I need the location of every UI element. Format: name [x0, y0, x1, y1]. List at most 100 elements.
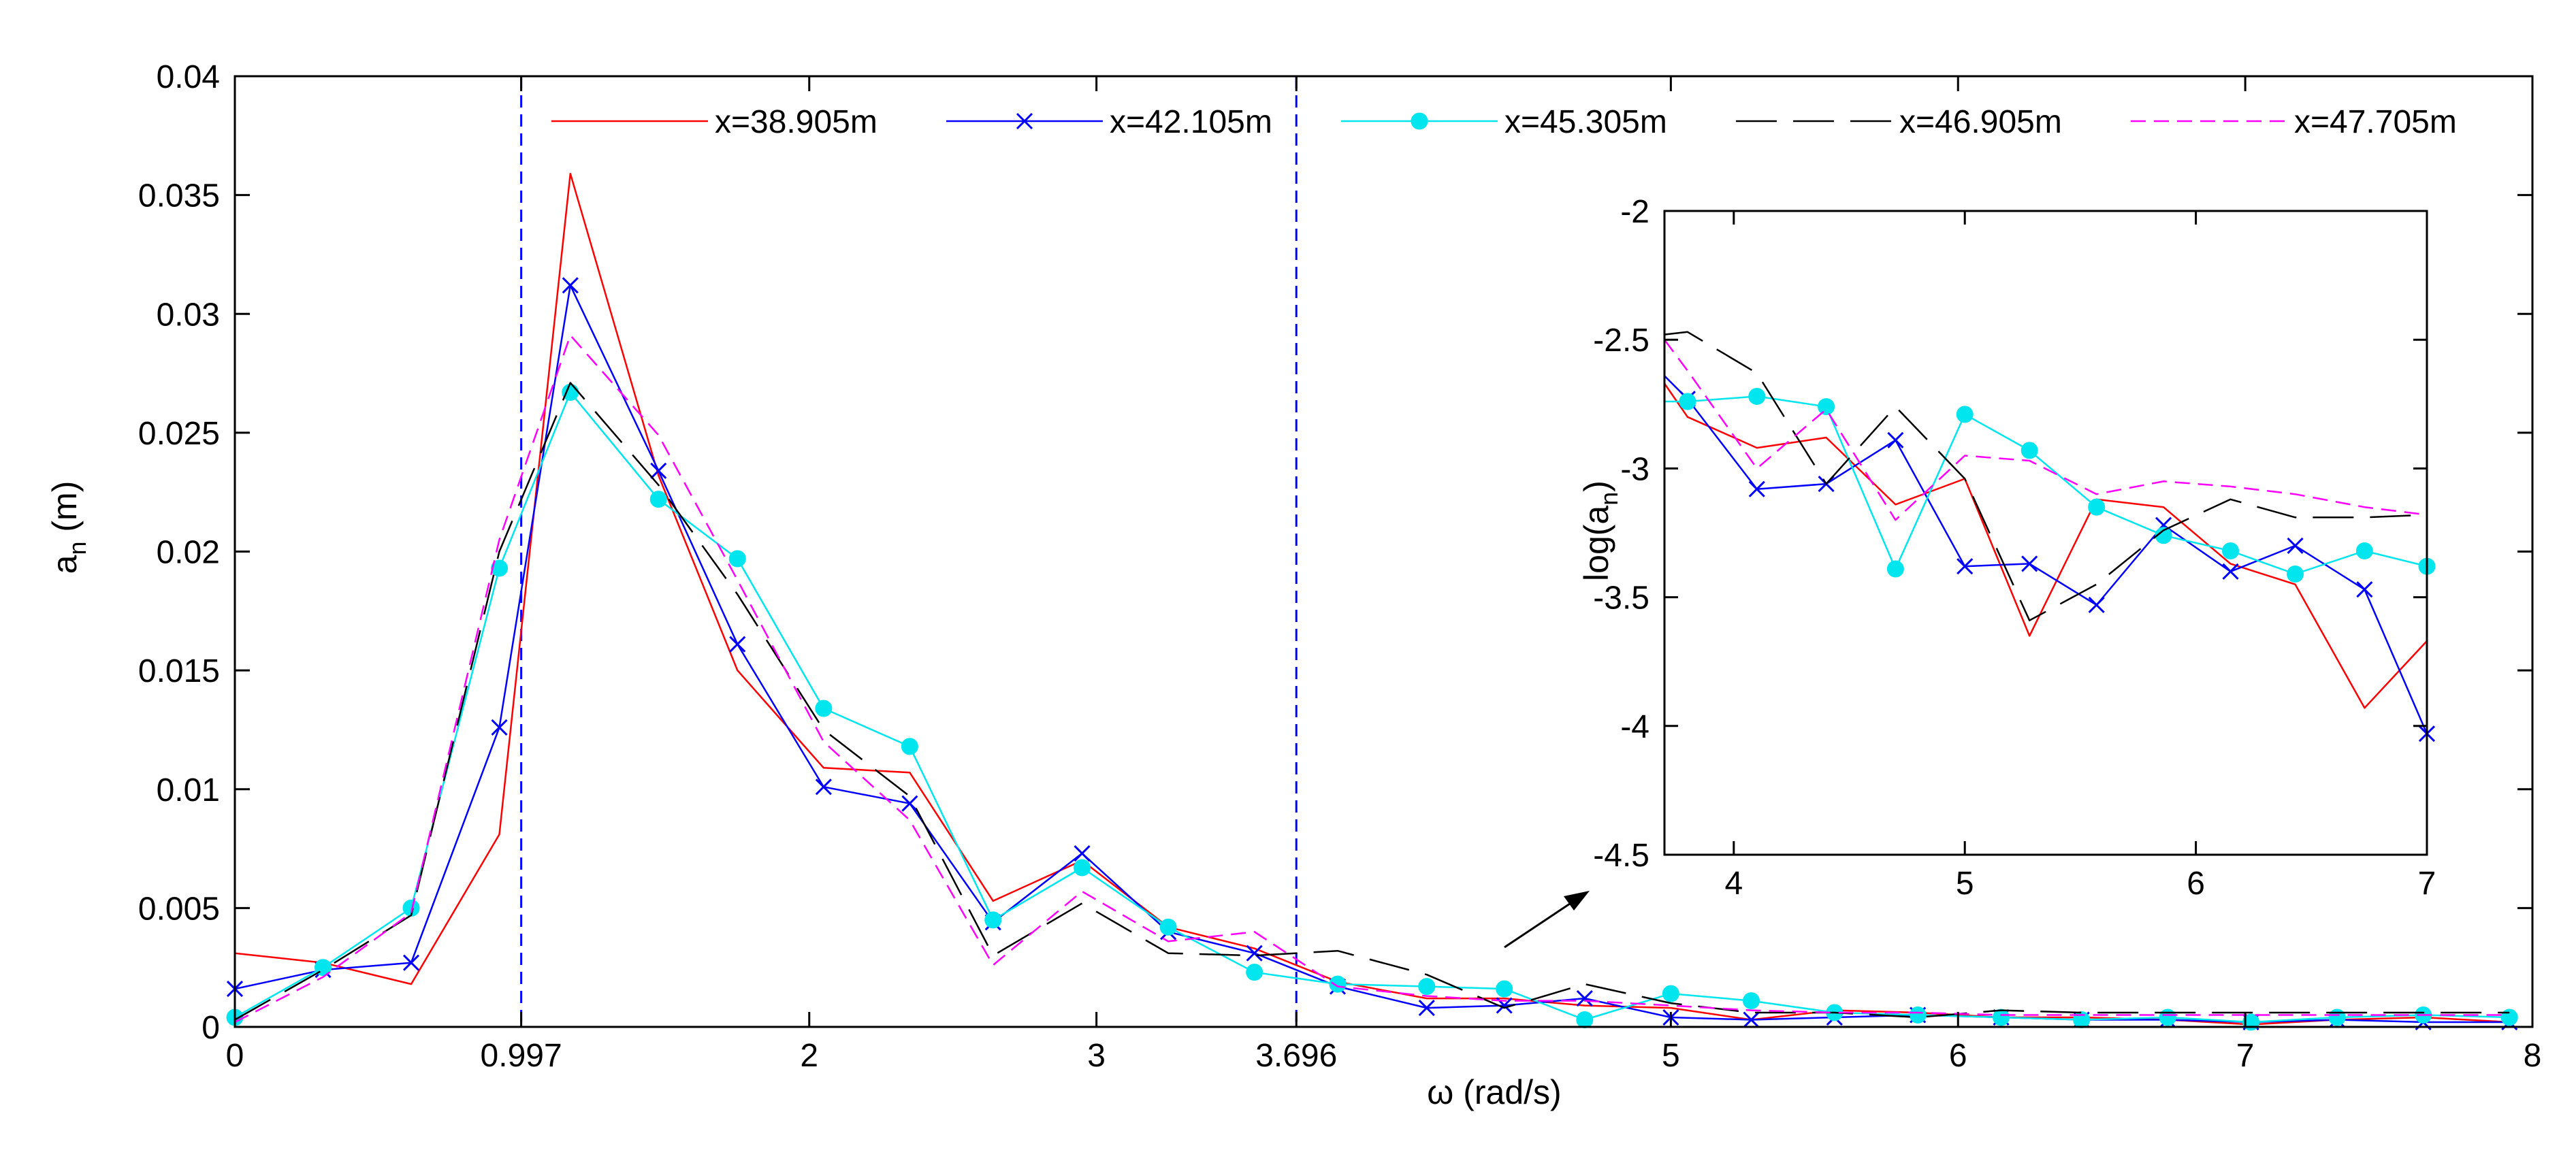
inset-data-point [2287, 566, 2304, 583]
inset-data-point [2088, 596, 2105, 614]
data-point [1159, 918, 1177, 936]
data-point [2328, 1009, 2346, 1026]
main-reference-lines [520, 76, 1298, 1027]
inset-data-point [2021, 555, 2038, 572]
inset-data-point [2356, 581, 2373, 598]
inset-series-x-45-305m [1664, 387, 2436, 583]
data-point [1496, 980, 1513, 998]
data-point [729, 636, 746, 653]
y-tick-label: 0.01 [157, 772, 220, 808]
main-tick-labels: 0 0.997 2 3 3.696 5 6 7 8 0 0.005 0.01 0.015 0.02 0.02… [138, 59, 2541, 1074]
inset-data-point [1818, 398, 1835, 416]
inset-data-point [1748, 387, 1766, 405]
data-point [2500, 1009, 2518, 1026]
inset-y-tick-label: -2 [1620, 194, 1649, 230]
data-point [402, 899, 420, 917]
x-tick-label: 8 [2524, 1038, 2542, 1074]
inset-y-tick-label: -3.5 [1593, 580, 1649, 617]
data-point [901, 795, 918, 812]
data-point [402, 954, 420, 971]
series-x-46-905m [234, 382, 2510, 1021]
data-point [562, 277, 579, 294]
series-x-47-705m [234, 334, 2510, 1023]
series-line [234, 284, 2510, 1023]
inset-x-tick-label: 6 [2187, 866, 2205, 902]
data-point [815, 779, 832, 796]
data-point [728, 550, 746, 568]
y-axis-label-sub: n [63, 542, 91, 555]
inset-series-x-38-905m [1663, 382, 2428, 709]
zoom-arrow [1504, 891, 1590, 949]
data-point [1993, 1009, 2010, 1026]
inset-series-line [1664, 331, 2428, 621]
inset-data-point [2155, 527, 2172, 544]
inset-x-tick-label: 4 [1724, 866, 1743, 902]
data-point [650, 462, 667, 479]
inset-chart: 4 5 6 7 -4.5 -4 -3.5 -3 -2.5 -2 log(an) [1577, 194, 2436, 902]
inset-data-point [2020, 442, 2038, 459]
data-point [1418, 978, 1436, 996]
data-point [1743, 1011, 1760, 1028]
inset-x-tick-label: 5 [1956, 866, 1974, 902]
inset-data-point [2287, 537, 2304, 554]
x-tick-label: 2 [800, 1038, 818, 1074]
inset-series-x-47-705m [1663, 339, 2428, 521]
legend-label: x=46.905m [1899, 104, 2062, 140]
inset-data-point [1957, 558, 1974, 575]
legend-label: x=38.905m [715, 104, 878, 140]
inset-data-point [1748, 480, 1765, 497]
inset-series-layer [1663, 331, 2436, 742]
y-tick-label: 0.025 [138, 416, 220, 452]
data-point [1909, 1006, 1927, 1024]
inset-series-x-42-105m [1664, 375, 2436, 742]
legend-item-x-45-305m: x=45.305m [1341, 104, 1667, 140]
inset-series-line [1663, 339, 2428, 521]
legend: x=38.905m x=42.105m x=45.305m x=46.905m x=47… [551, 104, 2457, 140]
data-point [1246, 945, 1263, 962]
inset-data-point [1886, 560, 1904, 578]
inset-data-point [1956, 406, 1974, 423]
y-axis-label: an (m) [46, 481, 91, 574]
series-line [234, 334, 2510, 1023]
series-line [234, 382, 2510, 1021]
legend-item-x-42-105m: x=42.105m [946, 104, 1272, 140]
y-axis-label-unit: (m) [46, 481, 84, 542]
inset-y-axis-label-sub: n [1595, 492, 1623, 506]
main-series-layer [226, 172, 2518, 1031]
legend-marker [1016, 112, 1033, 130]
y-tick-label: 0.015 [138, 653, 220, 689]
inset-data-point [2222, 563, 2239, 580]
inset-y-tick-label: -3 [1620, 451, 1649, 487]
x-axis-label: ω (rad/s) [1427, 1073, 1561, 1111]
inset-data-point [1887, 431, 1904, 448]
data-point [491, 559, 509, 577]
y-tick-label: 0 [202, 1010, 220, 1046]
main-ticks [234, 75, 2534, 1028]
data-point [1246, 964, 1263, 981]
inset-tick-labels: 4 5 6 7 -4.5 -4 -3.5 -3 -2.5 -2 [1593, 194, 2436, 902]
legend-marker [1411, 112, 1428, 130]
y-tick-label: 0.02 [157, 535, 220, 571]
inset-data-point [2088, 498, 2106, 516]
y-tick-label: 0.005 [138, 891, 220, 927]
inset-y-tick-label: -4.5 [1593, 838, 1649, 874]
inset-data-point [1679, 393, 1696, 410]
main-chart: 0 0.997 2 3 3.696 5 6 7 8 0 0.005 0.01 0.015 0.02 0.02… [46, 59, 2541, 1111]
inset-ticks [1664, 210, 2428, 856]
series-line [234, 391, 2510, 1023]
y-axis-label-main: a [46, 555, 84, 574]
y-tick-label: 0.03 [157, 297, 220, 333]
data-point [901, 738, 918, 755]
inset-plot-frame [1663, 210, 2428, 856]
data-point [1662, 985, 1679, 1002]
y-tick-label: 0.04 [157, 59, 220, 95]
inset-y-tick-label: -2.5 [1593, 323, 1649, 359]
inset-data-point [2355, 542, 2373, 559]
x-tick-label: 7 [2236, 1038, 2255, 1074]
data-point [1743, 992, 1760, 1010]
x-tick-label: 3.696 [1255, 1038, 1337, 1074]
legend-label: x=47.705m [2294, 104, 2457, 140]
inset-y-axis-label-tail: ) [1577, 480, 1615, 492]
legend-label: x=45.305m [1504, 104, 1667, 140]
